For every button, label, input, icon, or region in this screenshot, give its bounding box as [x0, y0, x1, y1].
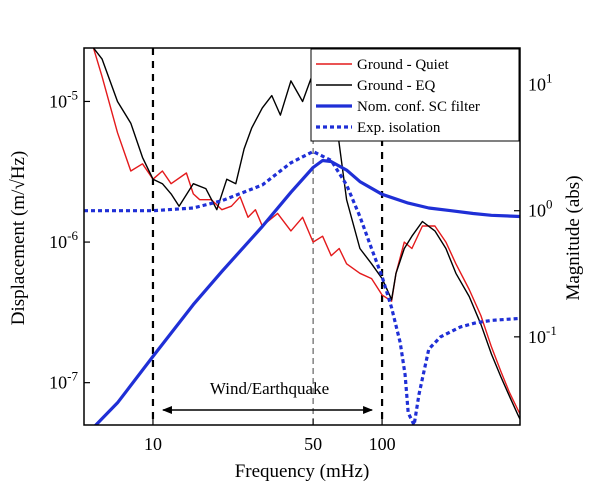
y-right-tick-label: 10-1 [528, 323, 557, 347]
annotation-label: Wind/Earthquake [210, 379, 329, 398]
series-layer [84, 48, 520, 425]
y-right-axis-title: Magnitude (abs) [563, 175, 584, 300]
y-left-axis-title: Displacement (m/√Hz) [8, 151, 29, 326]
annotation-wind-earthquake: Wind/Earthquake [161, 379, 374, 414]
legend-label: Ground - EQ [357, 78, 435, 94]
x-tick-label: 10 [144, 434, 162, 454]
series-ground-quiet [92, 48, 520, 415]
legend: Ground - Quiet Ground - EQ Nom. conf. SC f… [310, 48, 520, 142]
x-tick-label: 100 [369, 434, 396, 454]
y-right-axis-ticks: 10-1 100 101 [514, 71, 557, 347]
legend-label: Exp. isolation [357, 120, 441, 136]
y-left-tick-label: 10-7 [49, 369, 78, 393]
y-right-tick-label: 100 [528, 197, 553, 221]
y-left-axis-ticks: 10-7 10-6 10-5 [49, 87, 90, 393]
series-nom-conf-sc-filter [93, 158, 520, 425]
y-right-tick-label: 101 [528, 71, 553, 95]
x-tick-label: 50 [304, 434, 322, 454]
y-left-tick-label: 10-6 [49, 228, 78, 252]
plot-frame [83, 47, 521, 426]
legend-label: Nom. conf. SC filter [357, 99, 480, 115]
y-left-tick-label: 10-5 [49, 87, 78, 111]
legend-label: Ground - Quiet [357, 57, 449, 73]
x-axis-title: Frequency (mHz) [235, 461, 370, 482]
x-axis-ticks: 10 50 100 [144, 419, 396, 454]
series-exp-isolation [84, 149, 520, 425]
